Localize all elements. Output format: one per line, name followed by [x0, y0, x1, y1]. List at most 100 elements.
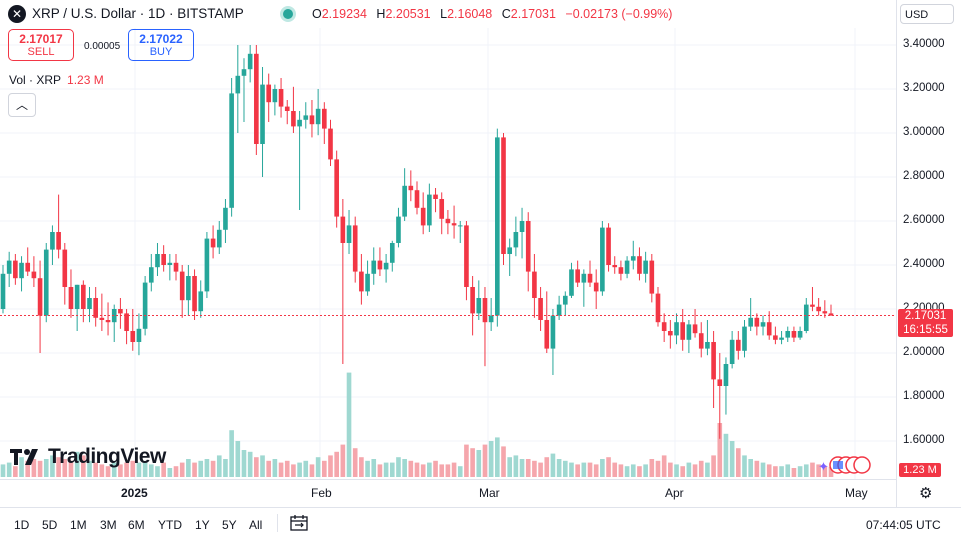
- volume-bar: [309, 464, 315, 477]
- candle-body: [155, 254, 160, 268]
- volume-bar: [612, 462, 618, 477]
- volume-bar: [544, 457, 550, 477]
- price-chart[interactable]: [0, 28, 896, 479]
- date-range-icon[interactable]: [290, 515, 308, 531]
- volume-bar: [482, 444, 488, 477]
- candle-body: [303, 115, 309, 120]
- volume-bar: [760, 462, 766, 477]
- buy-label: BUY: [149, 46, 173, 58]
- volume-bar: [68, 460, 74, 477]
- volume-bar: [507, 457, 513, 477]
- candle-body: [210, 238, 216, 248]
- volume-bar: [365, 460, 370, 477]
- candle-body: [186, 276, 191, 301]
- currency-selector[interactable]: USD: [900, 4, 954, 24]
- range-6m[interactable]: 6M: [128, 518, 145, 532]
- symbol-title[interactable]: XRP / U.S. Dollar · 1D · BITSTAMP: [32, 6, 244, 21]
- utc-clock[interactable]: 07:44:05 UTC: [866, 518, 941, 532]
- ohlc-legend: O2.19234 H2.20531 L2.16048 C2.17031 −0.0…: [312, 7, 678, 21]
- candle-body: [130, 331, 136, 342]
- candle-body: [241, 69, 247, 76]
- candle-body: [587, 273, 593, 283]
- volume-bar: [235, 441, 241, 477]
- volume-bar: [223, 459, 228, 477]
- candle-body: [649, 260, 655, 294]
- candle-body: [668, 331, 673, 336]
- volume-bar: [538, 462, 543, 477]
- candle-body: [655, 293, 661, 323]
- range-ytd[interactable]: YTD: [158, 518, 182, 532]
- volume-legend[interactable]: Vol · XRP 1.23 M: [9, 73, 104, 87]
- volume-bar: [402, 459, 407, 477]
- y-tick-label: 3.40000: [903, 38, 945, 50]
- volume-bar: [680, 466, 686, 477]
- range-1y[interactable]: 1Y: [195, 518, 210, 532]
- volume-bar: [297, 462, 302, 477]
- xrp-logo-icon[interactable]: ✕: [8, 5, 26, 23]
- candle-body: [173, 262, 179, 272]
- candle-body: [260, 84, 265, 144]
- range-all[interactable]: All: [249, 518, 263, 532]
- candle-body: [309, 115, 315, 125]
- chevron-up-icon: ︿: [15, 98, 28, 112]
- candle-body: [161, 254, 166, 265]
- close-label: C: [501, 7, 511, 21]
- collapse-legend-button[interactable]: ︿: [8, 93, 36, 117]
- candle-body: [507, 247, 513, 254]
- candle-body: [204, 238, 210, 292]
- candle-body: [346, 225, 352, 243]
- candle-body: [223, 207, 228, 230]
- candle-body: [457, 225, 463, 227]
- x-tick-may: May: [845, 486, 868, 500]
- candle-body: [711, 342, 716, 380]
- range-5y[interactable]: 5Y: [222, 518, 237, 532]
- gear-icon[interactable]: ⚙: [919, 485, 933, 502]
- volume-bar: [525, 459, 531, 477]
- candle-body: [735, 339, 741, 351]
- range-5d[interactable]: 5D: [42, 518, 58, 532]
- candle-body: [389, 243, 395, 263]
- range-1m[interactable]: 1M: [70, 518, 87, 532]
- economic-events-icons[interactable]: ✦: [818, 455, 874, 475]
- candle-body: [643, 260, 648, 274]
- candle-body: [612, 265, 618, 268]
- price-axis[interactable]: [896, 0, 961, 507]
- candle-body: [68, 287, 74, 309]
- volume-bar: [803, 464, 809, 477]
- candle-body: [266, 84, 272, 103]
- candle-body: [192, 276, 197, 312]
- volume-bar: [637, 466, 642, 477]
- volume-bar: [272, 459, 278, 477]
- volume-bar: [130, 460, 136, 477]
- volume-bar: [476, 450, 482, 477]
- candle-body: [371, 260, 377, 274]
- volume-bar: [359, 457, 364, 477]
- candle-body: [433, 194, 438, 199]
- time-axis[interactable]: [0, 479, 896, 507]
- candle-body: [451, 223, 457, 226]
- buy-button[interactable]: 2.17022 BUY: [128, 29, 194, 61]
- y-tick-label: 2.80000: [903, 170, 945, 182]
- candle-body: [822, 311, 828, 314]
- candle-body: [748, 317, 753, 327]
- candle-body: [25, 262, 31, 272]
- tradingview-logo[interactable]: TradingView: [10, 445, 166, 469]
- candle-body: [686, 324, 692, 340]
- volume-bar: [470, 448, 475, 477]
- volume-bar: [247, 451, 253, 477]
- candle-body: [6, 260, 12, 274]
- market-status-icon[interactable]: [283, 9, 293, 19]
- volume-bar: [451, 462, 457, 477]
- candle-body: [414, 190, 420, 208]
- close-value: 2.17031: [510, 7, 556, 21]
- sell-button[interactable]: 2.17017 SELL: [8, 29, 74, 61]
- volume-bar: [828, 466, 834, 477]
- volume-bar: [56, 457, 61, 477]
- candle-body: [427, 194, 432, 226]
- candle-body: [56, 232, 61, 250]
- y-tick-label: 2.40000: [903, 258, 945, 270]
- range-1d[interactable]: 1D: [14, 518, 30, 532]
- range-3m[interactable]: 3M: [100, 518, 117, 532]
- y-tick-label: 2.00000: [903, 346, 945, 358]
- candle-body: [359, 271, 364, 292]
